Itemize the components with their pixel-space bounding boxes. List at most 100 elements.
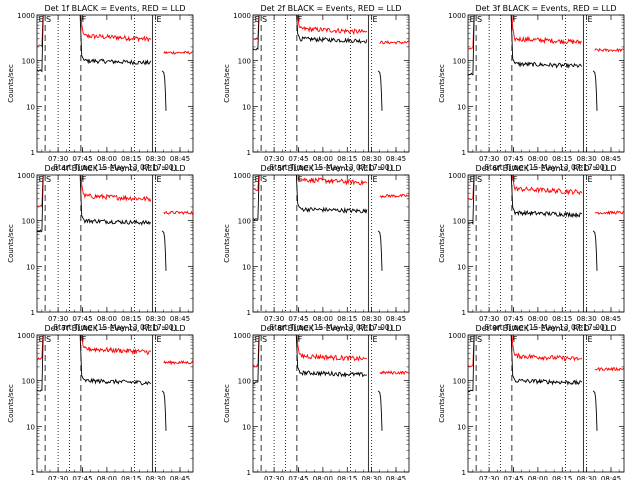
segment-label: E xyxy=(470,175,475,184)
x-axis-label: Start Time (15-May-13 07:17:00) xyxy=(269,323,392,332)
panel-title: Det 7f BLACK = Events, RED = LLD xyxy=(44,324,185,333)
x-tick-label: 07:30 xyxy=(48,475,68,480)
y-axis-label: Counts/sec xyxy=(7,224,15,263)
x-tick-label: 07:30 xyxy=(48,315,68,323)
x-tick-label: 08:00 xyxy=(313,475,333,480)
plot-frame xyxy=(467,14,625,153)
x-tick-label: 07:30 xyxy=(264,315,284,323)
segment-label: S xyxy=(262,335,267,344)
y-tick-label: 10 xyxy=(26,423,35,431)
series-events-tail xyxy=(161,390,167,431)
y-tick-label: 10 xyxy=(242,103,251,111)
series-events-tail xyxy=(592,70,598,111)
x-tick-label: 07:45 xyxy=(288,475,308,480)
x-tick-label: 08:45 xyxy=(601,315,621,323)
segment-label: F xyxy=(82,15,87,24)
panel-9: Det 9f BLACK = Events, RED = LLD 1 10 100 10… xyxy=(438,324,625,480)
panel-title: Det 8f BLACK = Events, RED = LLD xyxy=(260,324,401,333)
series-lld-line xyxy=(468,335,583,368)
y-tick-label: 1000 xyxy=(233,12,251,20)
y-tick-label: 10 xyxy=(457,103,466,111)
y-axis-label: Counts/sec xyxy=(438,224,446,263)
y-tick-label: 1 xyxy=(462,309,466,317)
x-axis-label: Start Time (15-May-13 07:17:00) xyxy=(484,163,607,172)
segment-label: S xyxy=(46,175,51,184)
x-tick-label: 08:45 xyxy=(386,315,406,323)
panel-7: Det 7f BLACK = Events, RED = LLD 1 10 100 10… xyxy=(7,324,194,480)
y-tick-label: 10 xyxy=(457,263,466,271)
x-tick-label: 08:45 xyxy=(170,475,190,480)
series-lld-tail xyxy=(163,359,193,366)
plot-frame xyxy=(36,334,194,473)
x-tick-label: 07:30 xyxy=(479,155,499,163)
x-tick-label: 07:30 xyxy=(264,155,284,163)
x-axis-label: Start Time (15-May-13 07:17:00) xyxy=(484,323,607,332)
segment-label: S xyxy=(262,15,267,24)
y-axis-label: Counts/sec xyxy=(223,224,231,263)
x-tick-label: 08:00 xyxy=(97,155,117,163)
series-events-line xyxy=(468,335,583,393)
y-tick-label: 1 xyxy=(462,149,466,157)
x-tick-label: 08:15 xyxy=(552,155,572,163)
y-tick-label: 1 xyxy=(247,469,251,477)
segment-label: E xyxy=(587,15,592,24)
series-lld-line xyxy=(253,15,368,41)
y-tick-label: 1 xyxy=(247,149,251,157)
x-tick-label: 08:15 xyxy=(552,315,572,323)
x-tick-label: 08:00 xyxy=(313,155,333,163)
series-lld-tail xyxy=(163,210,193,216)
x-tick-label: 08:45 xyxy=(601,475,621,480)
series-lld-tail xyxy=(594,210,624,216)
segment-label: F xyxy=(513,15,518,24)
series-events-line xyxy=(468,15,583,76)
x-tick-label: 08:15 xyxy=(121,155,141,163)
y-tick-label: 100 xyxy=(238,218,251,226)
segment-label: F xyxy=(82,335,87,344)
segment-label: E xyxy=(156,15,161,24)
y-tick-label: 100 xyxy=(238,378,251,386)
series-lld-tail xyxy=(163,50,193,55)
segment-label: E xyxy=(470,335,475,344)
y-tick-label: 10 xyxy=(242,423,251,431)
x-tick-label: 08:00 xyxy=(313,315,333,323)
x-tick-label: 08:00 xyxy=(97,315,117,323)
x-tick-label: 08:30 xyxy=(577,155,597,163)
segment-label: E xyxy=(156,335,161,344)
y-tick-label: 100 xyxy=(22,58,35,66)
y-tick-label: 100 xyxy=(453,378,466,386)
series-lld-line xyxy=(37,175,152,209)
x-tick-label: 07:45 xyxy=(72,155,92,163)
y-tick-label: 100 xyxy=(453,58,466,66)
series-lld-line xyxy=(37,15,152,48)
panel-title: Det 3f BLACK = Events, RED = LLD xyxy=(475,4,616,13)
plot-frame xyxy=(36,174,194,313)
y-tick-label: 1 xyxy=(31,469,35,477)
x-tick-label: 08:30 xyxy=(146,315,166,323)
series-lld-line xyxy=(468,15,583,50)
y-tick-label: 100 xyxy=(22,218,35,226)
series-events-tail xyxy=(592,230,598,271)
segment-label: S xyxy=(477,175,482,184)
panel-title: Det 4f BLACK = Events, RED = LLD xyxy=(44,164,185,173)
segment-label: E xyxy=(470,15,475,24)
y-tick-label: 1000 xyxy=(233,172,251,180)
y-tick-label: 10 xyxy=(26,103,35,111)
x-axis-label: Start Time (15-May-13 07:17:00) xyxy=(53,323,176,332)
x-tick-label: 07:30 xyxy=(48,155,68,163)
x-tick-label: 08:15 xyxy=(337,315,357,323)
x-tick-label: 08:30 xyxy=(362,315,382,323)
y-tick-label: 100 xyxy=(453,218,466,226)
y-tick-label: 1000 xyxy=(448,332,466,340)
x-tick-label: 08:00 xyxy=(528,315,548,323)
x-tick-label: 08:15 xyxy=(337,155,357,163)
x-tick-label: 07:30 xyxy=(264,475,284,480)
segment-label: E xyxy=(372,15,377,24)
series-events-line xyxy=(253,15,368,51)
series-events-line xyxy=(37,175,152,233)
y-axis-label: Counts/sec xyxy=(223,64,231,103)
x-tick-label: 08:45 xyxy=(386,155,406,163)
x-tick-label: 08:00 xyxy=(97,475,117,480)
plot-frame xyxy=(252,174,410,313)
segment-label: E xyxy=(39,15,44,24)
panel-2: Det 2f BLACK = Events, RED = LLD 1 10 100 10… xyxy=(223,4,410,172)
